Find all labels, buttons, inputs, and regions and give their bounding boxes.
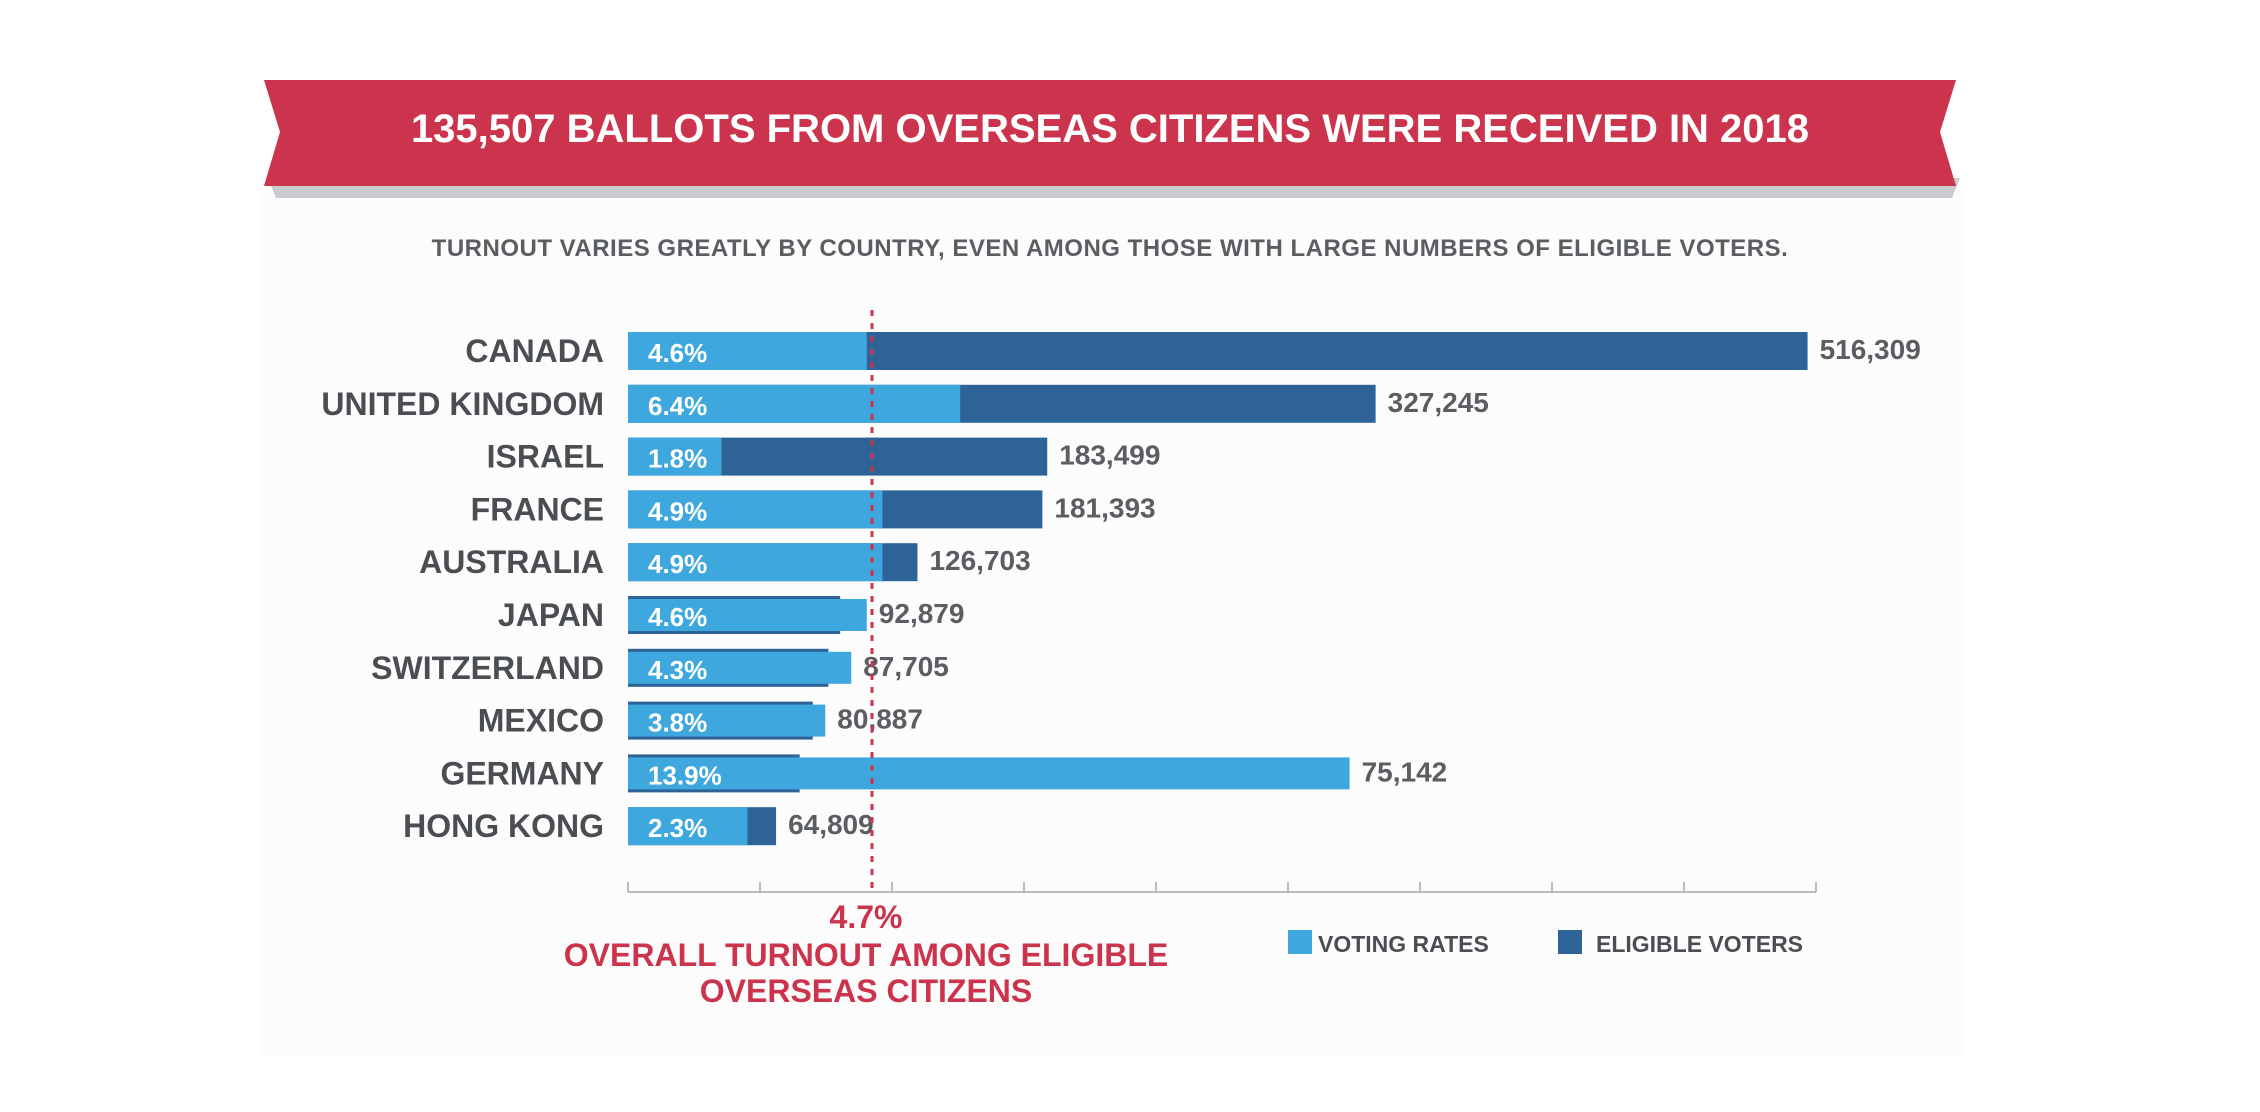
bars-group: CANADA 4.6% 516,309 UNITED KINGDOM 6.4% 327,2… <box>321 332 1921 846</box>
voting-rate-bar-united-kingdom <box>628 384 961 423</box>
legend: VOTING RATES ELIGIBLE VOTERS <box>1288 930 1803 957</box>
eligible-voters-value-australia: 126,703 <box>929 545 1030 576</box>
eligible-voters-value-france: 181,393 <box>1054 492 1155 523</box>
voting-rate-label-hong-kong: 2.3% <box>648 813 707 843</box>
eligible-voters-value-hong-kong: 64,809 <box>788 809 874 840</box>
country-label-hong-kong: HONG KONG <box>403 808 604 844</box>
country-label-switzerland: SWITZERLAND <box>371 650 604 686</box>
voting-rate-label-japan: 4.6% <box>648 602 707 632</box>
voting-rate-bar-germany <box>628 757 1350 790</box>
voting-rate-label-australia: 4.9% <box>648 549 707 579</box>
legend-swatch-eligible-voters <box>1558 930 1582 954</box>
eligible-voters-value-germany: 75,142 <box>1362 756 1448 787</box>
chart-subtitle: TURNOUT VARIES GREATLY BY COUNTRY, EVEN … <box>432 235 1789 262</box>
voting-rate-bar-australia <box>628 543 883 582</box>
voting-rate-bar-france <box>628 490 883 529</box>
voting-rate-bar-switzerland <box>628 651 852 684</box>
eligible-voters-value-canada: 516,309 <box>1820 334 1921 365</box>
country-label-japan: JAPAN <box>498 597 604 633</box>
eligible-voters-value-israel: 183,499 <box>1059 440 1160 471</box>
eligible-voters-value-switzerland: 87,705 <box>863 651 949 682</box>
voting-rate-label-israel: 1.8% <box>648 444 707 474</box>
overall-turnout-value: 4.7% <box>830 899 903 935</box>
voting-rate-label-canada: 4.6% <box>648 338 707 368</box>
chart-title: 135,507 BALLOTS FROM OVERSEAS CITIZENS W… <box>411 107 1809 151</box>
voting-rate-label-switzerland: 4.3% <box>648 655 707 685</box>
overall-turnout-caption-line1: OVERALL TURNOUT AMONG ELIGIBLE <box>564 937 1168 973</box>
legend-label-eligible-voters: ELIGIBLE VOTERS <box>1596 931 1803 957</box>
legend-swatch-voting-rates <box>1288 930 1312 954</box>
voting-rate-label-germany: 13.9% <box>648 760 722 790</box>
country-label-france: FRANCE <box>471 491 604 527</box>
legend-label-voting-rates: VOTING RATES <box>1318 931 1489 957</box>
voting-rate-bar-canada <box>628 332 867 370</box>
country-label-germany: GERMANY <box>440 755 604 791</box>
eligible-voters-value-mexico: 80,887 <box>837 704 923 735</box>
country-label-mexico: MEXICO <box>478 703 604 739</box>
voting-rate-bar-hong-kong <box>628 807 748 846</box>
voting-rate-bar-mexico <box>628 704 826 737</box>
country-label-canada: CANADA <box>465 333 604 369</box>
eligible-voters-value-japan: 92,879 <box>879 598 965 629</box>
voting-rate-label-mexico: 3.8% <box>648 708 707 738</box>
voting-rate-label-france: 4.9% <box>648 496 707 526</box>
voting-rate-bar-japan <box>628 599 867 631</box>
title-banner <box>264 80 1956 186</box>
country-label-australia: AUSTRALIA <box>419 544 604 580</box>
voting-rate-bar-israel <box>628 437 722 476</box>
country-label-united-kingdom: UNITED KINGDOM <box>321 386 604 422</box>
eligible-voters-value-united-kingdom: 327,245 <box>1388 387 1489 418</box>
x-axis <box>627 882 1817 893</box>
voting-rate-label-united-kingdom: 6.4% <box>648 391 707 421</box>
overall-turnout-caption-line2: OVERSEAS CITIZENS <box>700 973 1033 1009</box>
country-label-israel: ISRAEL <box>487 439 604 475</box>
